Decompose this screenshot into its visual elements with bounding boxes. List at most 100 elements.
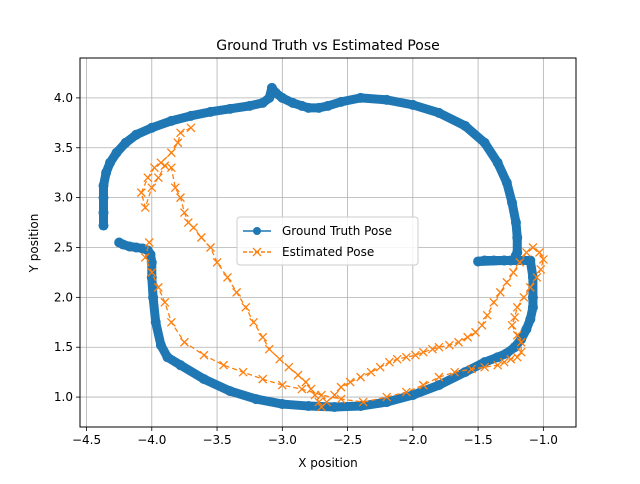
ground-truth-point <box>492 352 503 363</box>
estimated-point <box>293 370 303 380</box>
estimated-point <box>336 382 346 392</box>
ground-truth-point <box>507 197 518 208</box>
estimated-point <box>499 357 509 367</box>
ground-truth-point <box>287 97 298 108</box>
ground-truth-point <box>433 380 444 391</box>
estimated-point <box>418 347 428 357</box>
ground-truth-point <box>355 401 366 412</box>
estimated-point <box>166 163 176 173</box>
estimated-point <box>196 233 206 242</box>
estimated-point <box>482 310 492 320</box>
estimated-point <box>232 287 242 297</box>
estimated-point <box>144 238 154 247</box>
ground-truth-point <box>336 96 347 107</box>
estimated-point <box>147 183 157 193</box>
estimated-point <box>166 148 176 158</box>
legend-est-marker <box>252 247 262 257</box>
estimated-point <box>358 397 368 407</box>
ground-truth-point <box>101 167 112 178</box>
y-axis: 1.0 1.5 2.0 2.5 3.0 3.5 4.0 <box>54 91 80 404</box>
estimated-point <box>179 208 189 218</box>
ground-truth-point <box>501 348 512 359</box>
ground-truth-point <box>479 357 490 368</box>
ground-truth-point <box>105 157 116 168</box>
estimated-series <box>136 123 548 412</box>
x-tick-label: −1.0 <box>529 433 558 447</box>
estimated-point <box>375 362 385 372</box>
estimated-point <box>297 384 307 394</box>
ground-truth-point <box>175 360 186 371</box>
estimated-point <box>322 397 332 407</box>
x-tick-label: −4.0 <box>137 433 166 447</box>
estimated-point <box>156 158 166 168</box>
estimated-point <box>160 297 170 307</box>
estimated-point <box>186 123 196 133</box>
ground-truth-point <box>473 256 484 267</box>
legend-gt-label: Ground Truth Pose <box>282 224 392 238</box>
x-tick-label: −3.5 <box>202 433 231 447</box>
ground-truth-point <box>146 257 157 268</box>
ground-truth-point <box>150 317 161 328</box>
estimated-point <box>166 317 176 327</box>
estimated-point <box>521 248 531 257</box>
ground-truth-point <box>146 272 157 283</box>
estimated-point <box>477 320 487 330</box>
estimated-point <box>507 320 517 330</box>
y-tick-label: 1.0 <box>54 390 73 404</box>
estimated-point <box>264 344 274 354</box>
ground-truth-point <box>111 147 122 158</box>
estimated-point <box>314 397 324 407</box>
estimated-point <box>147 267 157 277</box>
estimated-point <box>480 362 490 372</box>
estimated-point <box>519 292 529 302</box>
ground-truth-point <box>509 342 520 353</box>
estimated-point <box>382 392 392 402</box>
estimated-point <box>356 372 366 382</box>
ground-truth-point <box>460 367 471 378</box>
estimated-point <box>536 264 546 274</box>
ground-truth-point <box>303 401 314 412</box>
ground-truth-point <box>313 102 324 113</box>
ground-truth-point <box>510 217 521 228</box>
ground-truth-point <box>303 102 314 113</box>
estimated-point <box>454 337 463 347</box>
ground-truth-point <box>525 314 536 325</box>
estimated-point <box>534 248 544 257</box>
estimated-point <box>401 387 411 397</box>
ground-truth-point <box>381 397 392 408</box>
estimated-point <box>489 297 499 307</box>
plot-frame <box>79 57 577 428</box>
estimated-point <box>493 360 503 370</box>
y-tick-label: 2.5 <box>54 240 73 254</box>
ground-truth-point <box>185 110 196 121</box>
estimated-point <box>434 372 444 382</box>
ground-truth-point <box>205 106 216 117</box>
ground-truth-point <box>251 394 262 405</box>
ground-truth-point <box>527 302 538 313</box>
ground-truth-point <box>225 103 236 114</box>
estimated-point <box>238 367 248 377</box>
ground-truth-point <box>277 92 288 103</box>
ground-truth-point <box>244 100 255 111</box>
estimated-point <box>401 352 411 362</box>
x-axis-label: X position <box>298 456 358 470</box>
y-tick-label: 2.0 <box>54 290 73 304</box>
x-tick-label: −2.5 <box>333 433 362 447</box>
ground-truth-point <box>98 192 109 203</box>
estimated-point <box>502 277 512 287</box>
y-tick-label: 3.0 <box>54 191 73 205</box>
ground-truth-point <box>407 99 418 110</box>
estimated-point <box>160 161 170 171</box>
estimated-point <box>427 344 437 354</box>
x-tick-label: −2.0 <box>398 433 427 447</box>
estimated-point <box>153 173 163 183</box>
estimated-point <box>515 257 525 267</box>
ground-truth-point <box>225 386 236 397</box>
estimated-point <box>223 272 232 282</box>
estimated-point <box>176 193 185 203</box>
y-tick-label: 3.5 <box>54 141 73 155</box>
estimated-point <box>170 183 180 193</box>
estimated-point <box>153 282 163 292</box>
estimated-point <box>136 188 146 198</box>
